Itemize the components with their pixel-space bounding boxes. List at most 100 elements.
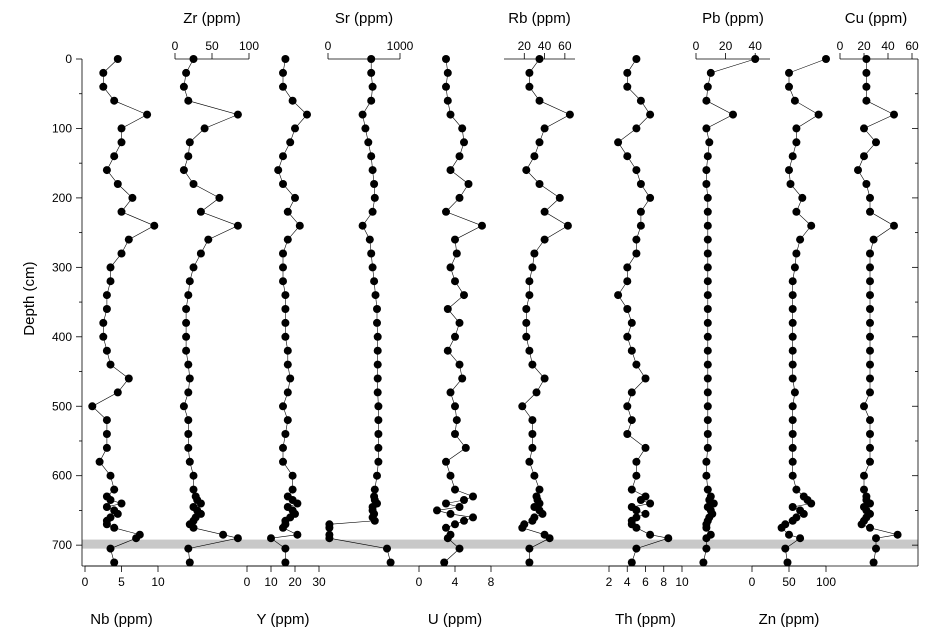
data-point (703, 277, 712, 286)
data-point (525, 457, 534, 466)
data-point (88, 402, 97, 411)
data-point (703, 152, 712, 161)
data-point (373, 332, 382, 341)
panel-tick-label: 60 (558, 39, 572, 53)
data-point (788, 457, 797, 466)
data-point (233, 110, 242, 119)
data-point (124, 235, 133, 244)
panel-tick-label: 0 (693, 39, 700, 53)
panel-tick-label: 100 (816, 575, 836, 589)
data-point (281, 544, 290, 553)
data-point (196, 499, 205, 508)
panel-axis-label: Zn (ppm) (759, 611, 820, 628)
depth-tick-label: 400 (52, 330, 72, 344)
data-point (95, 457, 104, 466)
data-point (283, 346, 292, 355)
data-point (279, 180, 287, 188)
data-point (370, 516, 379, 525)
panel-tick-label: 40 (749, 39, 763, 53)
data-point (702, 534, 711, 543)
depth-tick-label: 200 (52, 191, 72, 205)
data-point (862, 82, 871, 91)
data-point (117, 499, 126, 508)
data-point (182, 305, 191, 313)
data-point (469, 513, 477, 522)
data-point (785, 166, 793, 175)
data-point (786, 180, 795, 188)
data-point (785, 530, 793, 539)
data-point (99, 68, 108, 77)
data-point (866, 346, 874, 355)
data-point (374, 430, 383, 438)
profile-line (329, 59, 391, 563)
data-point (267, 534, 275, 543)
data-point (525, 558, 534, 567)
data-point (184, 416, 193, 425)
data-point (783, 558, 792, 567)
data-point (636, 496, 645, 504)
data-point (699, 558, 708, 567)
data-point (185, 138, 194, 147)
data-point (279, 523, 287, 532)
data-point (102, 443, 111, 452)
data-point (777, 523, 786, 532)
data-point (535, 485, 544, 494)
data-point (788, 443, 797, 452)
data-point (522, 332, 531, 341)
data-point (102, 520, 111, 529)
panel-tick-label: 4 (452, 575, 459, 589)
data-point (442, 207, 450, 216)
profile-line (436, 58, 483, 563)
data-point (182, 346, 191, 355)
data-point (106, 471, 115, 480)
data-point (702, 471, 711, 480)
panel-tick-label: 0 (325, 39, 332, 53)
data-point (799, 509, 808, 518)
data-point (872, 534, 880, 543)
data-point (866, 332, 874, 341)
panel-tick-label: 40 (538, 39, 552, 53)
data-point (233, 221, 242, 230)
depth-tick-label: 100 (52, 121, 72, 135)
data-point (703, 374, 712, 383)
data-point (525, 544, 534, 553)
data-point (632, 506, 641, 515)
data-point (373, 360, 382, 369)
data-point (646, 193, 655, 202)
data-point (866, 374, 874, 383)
data-point (623, 152, 632, 161)
data-point (522, 305, 531, 313)
data-point (792, 138, 801, 147)
data-point (113, 388, 122, 397)
data-point (99, 82, 108, 91)
data-point (368, 82, 377, 91)
data-point (189, 485, 198, 494)
data-point (788, 516, 797, 525)
data-point (185, 457, 194, 466)
data-point (370, 485, 379, 494)
data-point (370, 193, 379, 202)
panel-th: 2 4 6 8 10 Th (ppm) (606, 55, 689, 628)
data-point (117, 249, 126, 258)
data-point (535, 138, 544, 147)
data-point (627, 346, 636, 355)
data-point (890, 110, 898, 119)
data-point (641, 509, 650, 518)
data-point (702, 166, 711, 175)
panel-nb: 0 5 10 Nb (ppm) (82, 55, 165, 628)
data-point (614, 138, 623, 147)
data-point (703, 416, 712, 425)
data-point (702, 544, 711, 553)
data-point (367, 68, 376, 77)
data-point (636, 221, 645, 230)
data-point (703, 332, 712, 341)
data-point (860, 485, 868, 494)
data-point (703, 221, 712, 230)
data-point (102, 503, 111, 511)
panel-tick-label: 20 (518, 39, 532, 53)
data-point (478, 221, 486, 230)
data-point (788, 402, 797, 411)
data-point (200, 124, 209, 133)
data-point (788, 430, 797, 438)
data-point (283, 207, 292, 216)
